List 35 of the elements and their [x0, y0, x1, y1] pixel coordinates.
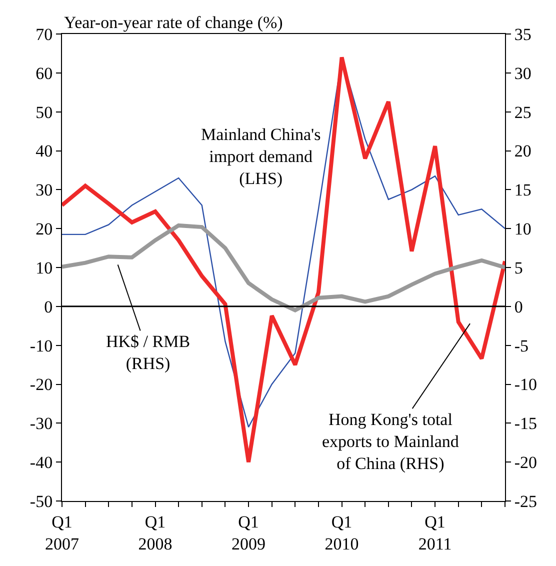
annotation: HK$ / RMB (RHS) [106, 332, 190, 374]
y-tick-label: -50 [30, 492, 53, 511]
x-tick-label: Q1 2008 [138, 512, 172, 554]
y2-tick-label: 5 [514, 258, 523, 278]
y-tick-label: 40 [36, 142, 53, 161]
y-tick-label: 60 [36, 64, 53, 83]
y2-tick-label: 35 [514, 24, 532, 44]
y-tick-label: 0 [44, 297, 53, 316]
y-tick-label: -10 [30, 336, 53, 356]
y-tick-label: 30 [36, 180, 53, 200]
y2-tick-label: 15 [514, 180, 532, 200]
y-tick-label: -40 [30, 453, 53, 472]
x-tick-label: Q1 2011 [418, 512, 452, 554]
x-tick-label: Q1 2010 [324, 512, 359, 554]
y2-tick-label: 25 [514, 102, 532, 122]
y-tick-label: -30 [30, 414, 53, 434]
y2-tick-label: -10 [514, 375, 538, 394]
y2-tick-label: 20 [514, 142, 532, 161]
x-tick-label: Q1 2009 [232, 512, 266, 554]
y-tick-label: 20 [36, 220, 53, 239]
annotation: Mainland China's import demand (LHS) [201, 125, 321, 188]
x-tick-label: Q1 2007 [45, 512, 80, 554]
y2-tick-label: -25 [514, 492, 538, 511]
y2-tick-label: 30 [514, 64, 532, 83]
y2-tick-label: 0 [514, 297, 523, 316]
y2-tick-label: -20 [514, 453, 538, 472]
y-axis-title: Year-on-year rate of change (%) [64, 13, 283, 32]
y2-tick-label: 10 [514, 220, 532, 239]
annotation: Hong Kong's total exports to Mainland of China (RHS) [322, 410, 460, 474]
y2-tick-label: -15 [514, 414, 538, 434]
y-tick-label: 50 [36, 102, 53, 122]
y-tick-label: 10 [36, 258, 53, 278]
y-tick-label: -20 [30, 375, 53, 394]
y2-tick-label: -5 [514, 336, 529, 356]
y-tick-label: 70 [36, 24, 53, 44]
